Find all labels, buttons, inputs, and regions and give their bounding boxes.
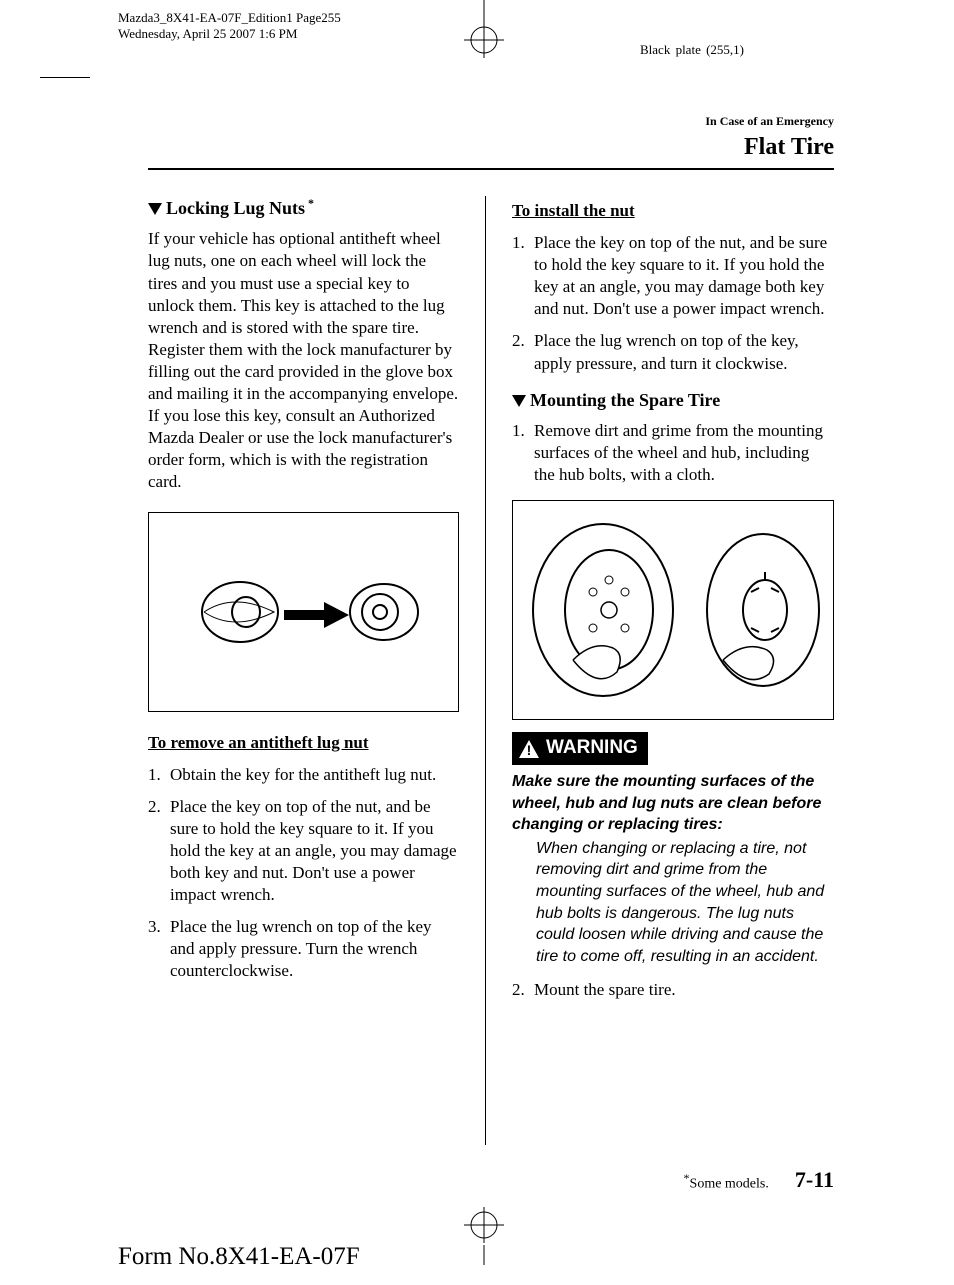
chapter-label: In Case of an Emergency	[705, 114, 834, 130]
svg-text:!: !	[527, 742, 532, 758]
mount-step1-list: Remove dirt and grime from the mounting …	[512, 420, 834, 486]
form-number: Form No.8X41-EA-07F	[118, 1241, 360, 1274]
warning-label-text: WARNING	[546, 736, 638, 761]
subsection-locking-lug-nuts: Locking Lug Nuts*	[148, 196, 459, 220]
warning-detail: When changing or replacing a tire, not r…	[512, 838, 834, 968]
doc-id-line: Mazda3_8X41-EA-07F_Edition1 Page255	[118, 10, 341, 26]
registration-mark-bottom	[464, 1205, 504, 1265]
page-number: 7-11	[795, 1166, 834, 1195]
figure-lug-nut-key	[148, 512, 459, 712]
list-item: Place the lug wrench on top of the key a…	[148, 916, 459, 982]
warning-badge: ! WARNING	[512, 732, 648, 765]
section-header: In Case of an Emergency Flat Tire	[705, 114, 834, 163]
timestamp-line: Wednesday, April 25 2007 1:6 PM	[118, 26, 341, 42]
right-column: To install the nut Place the key on top …	[512, 196, 834, 1145]
subsection-title-text: Locking Lug Nuts	[166, 198, 305, 218]
header-rule	[148, 168, 834, 170]
warning-triangle-icon: !	[518, 739, 540, 759]
asterisk-icon: *	[308, 196, 314, 210]
remove-steps-list: Obtain the key for the antitheft lug nut…	[148, 764, 459, 983]
warning-lead: Make sure the mounting surfaces of the w…	[512, 773, 821, 833]
install-steps-list: Place the key on top of the nut, and be …	[512, 232, 834, 375]
footer-right: *Some models. 7-11	[681, 1166, 834, 1195]
list-item: Remove dirt and grime from the mounting …	[512, 420, 834, 486]
content-columns: Locking Lug Nuts* If your vehicle has op…	[148, 196, 834, 1145]
triangle-down-icon	[148, 203, 162, 215]
heading-install-nut: To install the nut	[512, 200, 834, 222]
left-column: Locking Lug Nuts* If your vehicle has op…	[148, 196, 459, 1145]
list-item: Place the key on top of the nut, and be …	[148, 796, 459, 906]
warning-body: Make sure the mounting surfaces of the w…	[512, 771, 834, 967]
heading-remove-lugnut: To remove an antitheft lug nut	[148, 732, 459, 754]
mount-step2-list: Mount the spare tire.	[512, 979, 834, 1001]
registration-mark-top	[464, 0, 504, 60]
print-metadata: Mazda3_8X41-EA-07F_Edition1 Page255 Wedn…	[118, 10, 341, 43]
some-models-note: *Some models.	[681, 1171, 769, 1194]
list-item: Place the lug wrench on top of the key, …	[512, 330, 834, 374]
crop-mark-left	[40, 68, 90, 88]
list-item: Obtain the key for the antitheft lug nut…	[148, 764, 459, 786]
list-item: Mount the spare tire.	[512, 979, 834, 1001]
some-models-text: Some models.	[690, 1176, 769, 1191]
triangle-down-icon	[512, 395, 526, 407]
subsection-title-text: Mounting the Spare Tire	[530, 390, 720, 410]
subsection-mounting-spare: Mounting the Spare Tire	[512, 389, 834, 412]
section-title: Flat Tire	[705, 132, 834, 163]
black-plate-label: Black plate (255,1)	[640, 42, 744, 59]
column-divider	[485, 196, 486, 1145]
figure-clean-wheel-hub	[512, 500, 834, 720]
intro-paragraph: If your vehicle has optional antitheft w…	[148, 228, 459, 493]
list-item: Place the key on top of the nut, and be …	[512, 232, 834, 320]
